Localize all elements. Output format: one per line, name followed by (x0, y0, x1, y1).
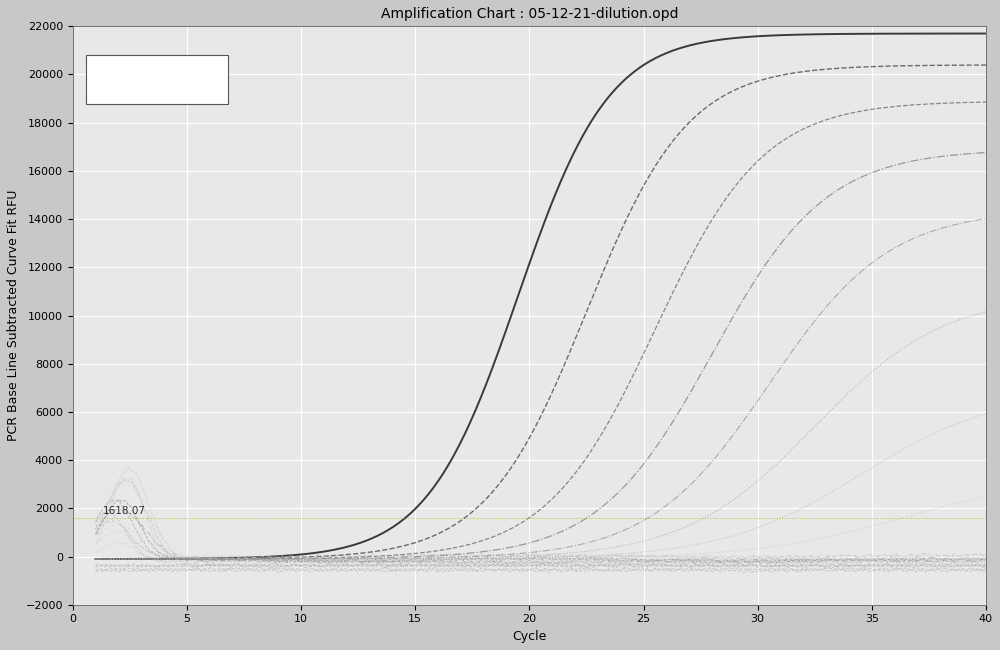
Y-axis label: PCR Base Line Subtracted Curve Fit RFU: PCR Base Line Subtracted Curve Fit RFU (7, 190, 20, 441)
Title: Amplification Chart : 05-12-21-dilution.opd: Amplification Chart : 05-12-21-dilution.… (381, 7, 678, 21)
X-axis label: Cycle: Cycle (512, 630, 547, 643)
FancyBboxPatch shape (86, 55, 228, 105)
Text: 1618.07: 1618.07 (102, 506, 145, 516)
